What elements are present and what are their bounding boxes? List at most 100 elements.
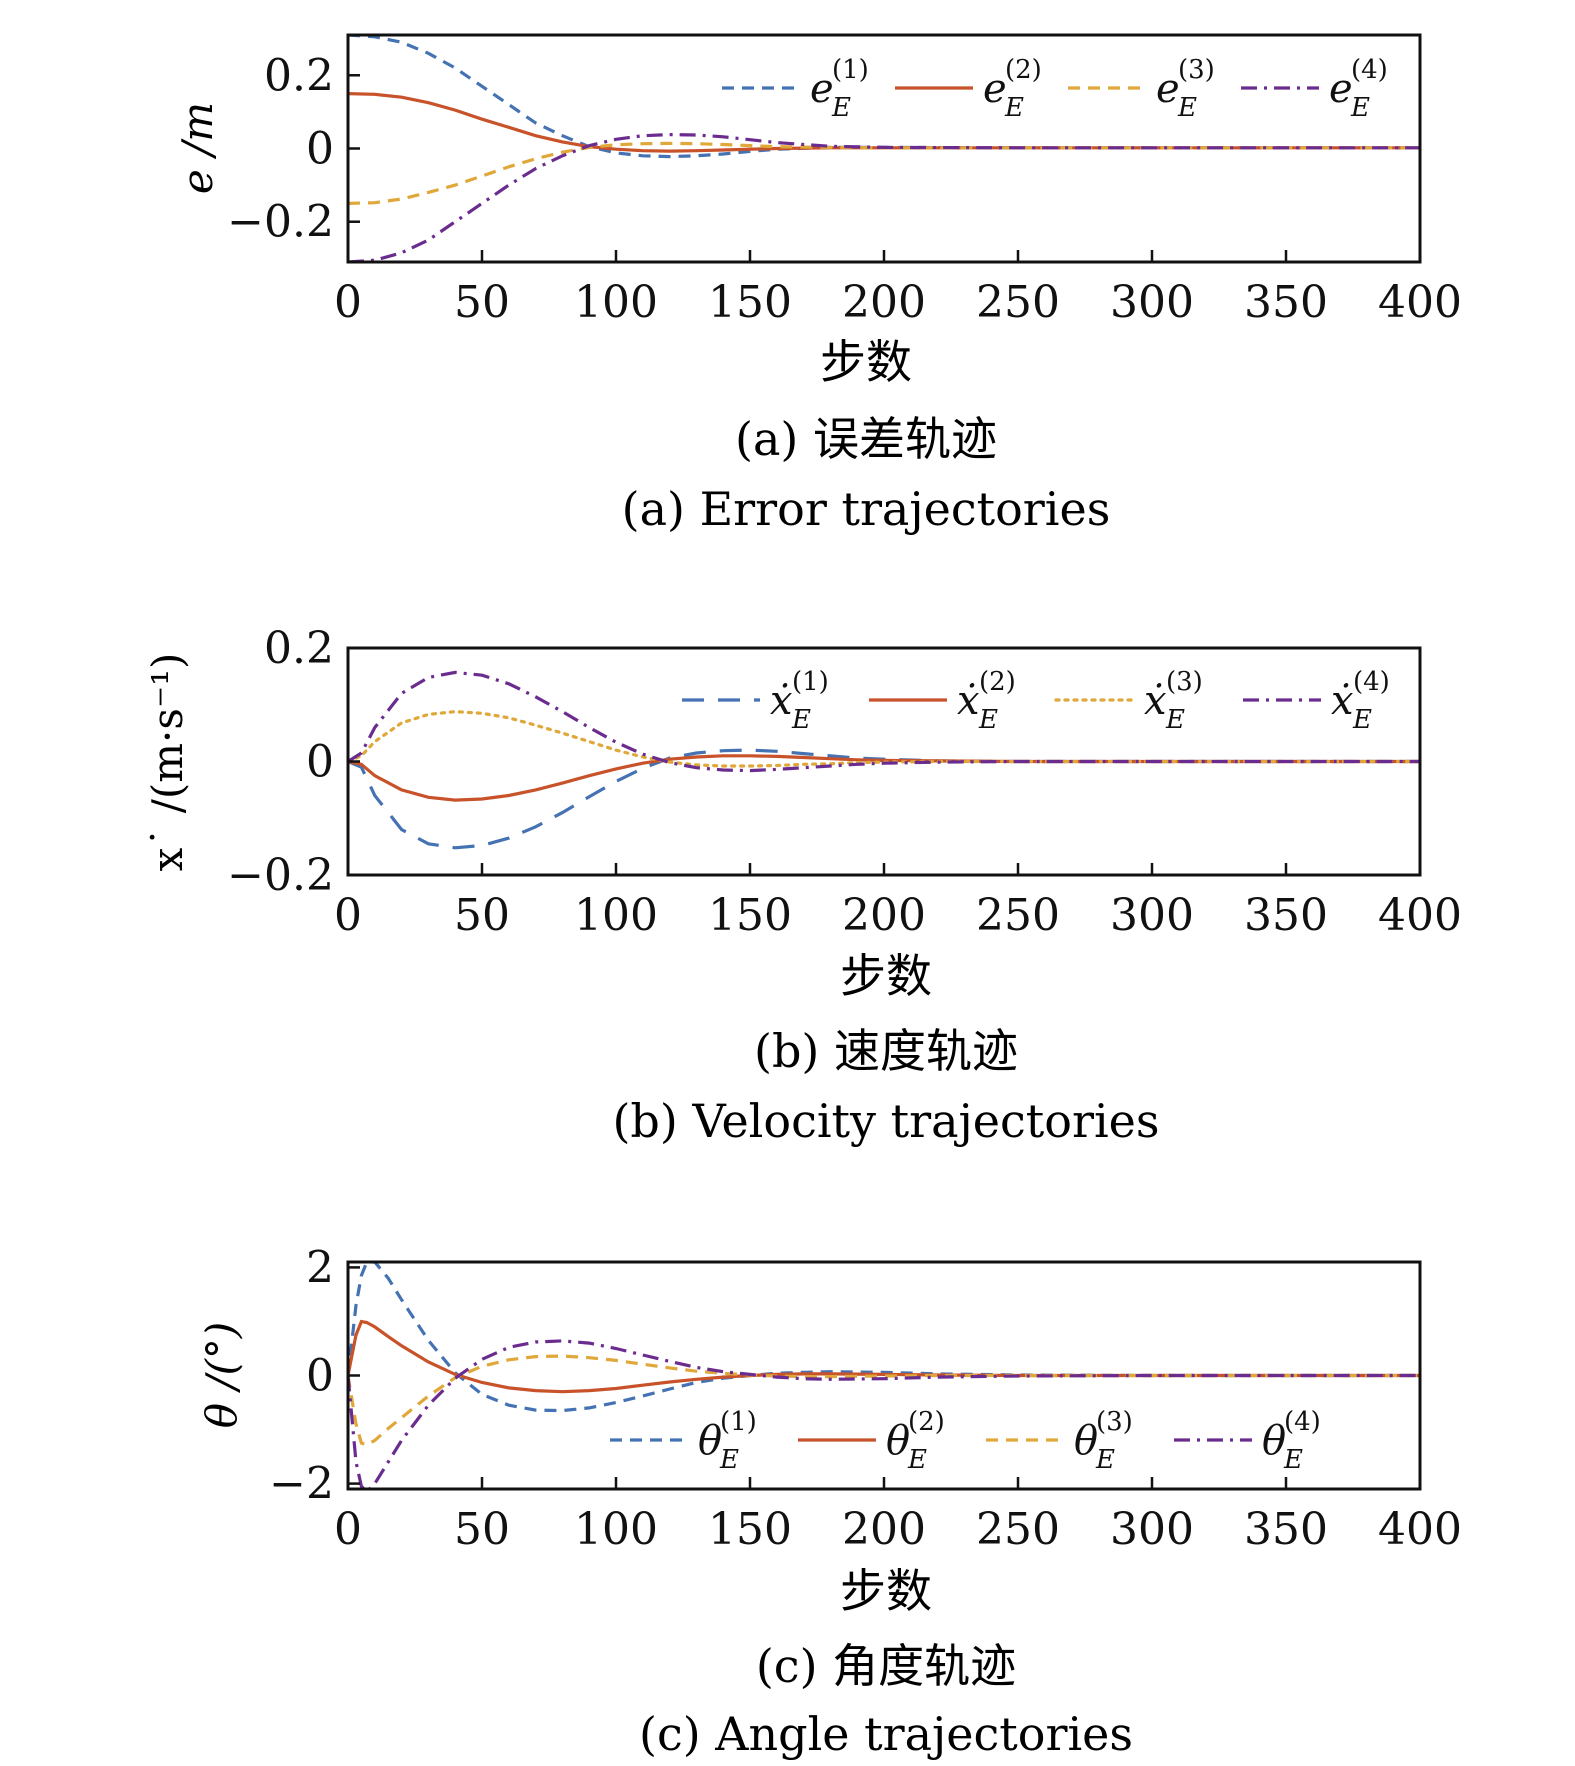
panel-a-legend-sub: E (1350, 93, 1370, 123)
panel-b-legend: ẋ (1)E ẋ (2)E ẋ (3)E ẋ (4)E (682, 667, 1390, 735)
panel-c-legend-sub: E (1283, 1445, 1303, 1475)
panel-c-caption-cn: (c) 角度轨迹 (756, 1639, 1016, 1693)
panel-c-ylabel: θ /(°) (197, 1322, 246, 1429)
panel-b-legend-sub: E (1352, 705, 1372, 735)
panel-a-xtick-label: 50 (454, 277, 510, 328)
panel-c-caption-en: (c) Angle trajectories (639, 1707, 1133, 1761)
panel-b-legend-symbol: ẋ (1144, 678, 1167, 724)
panel-a-legend-symbol: e (1329, 66, 1353, 112)
panel-a-xtick-label: 200 (842, 277, 926, 328)
panel-b-xtick-label: 200 (842, 890, 926, 941)
panel-a-series (348, 35, 1420, 262)
panel-b-caption-cn: (b) 速度轨迹 (754, 1024, 1018, 1078)
panel-c-legend-symbol: θ (698, 1418, 722, 1464)
panel-a-series-2-line (348, 92, 1420, 153)
panel-b-legend-sup: (1) (792, 667, 829, 697)
panel-c-legend-sub: E (907, 1445, 927, 1475)
panel-a-legend-symbol: e (810, 66, 834, 112)
panel-a-yticks: 0.2 0 −0.2 (227, 50, 360, 248)
panel-a-legend-sub: E (831, 93, 851, 123)
panel-a-legend-symbol: e (1156, 66, 1180, 112)
panel-b-yticks: 0.2 0 −0.2 (227, 623, 360, 901)
panel-c-legend-symbol: θ (886, 1418, 910, 1464)
panel-a-legend: e(1)E e(2)E e(3)E e(4)E (722, 55, 1388, 123)
panel-c-legend-sub: E (719, 1445, 739, 1475)
panel-b-xtick-label: 350 (1244, 890, 1328, 941)
panel-a-legend-item-3: e(3) E (1068, 55, 1215, 123)
panel-c-xtick-label: 50 (454, 1504, 510, 1555)
panel-c-xticks: 0 50 100 150 200 250 300 350 400 (334, 1477, 1462, 1555)
panel-b-xtick-label: 50 (454, 890, 510, 941)
panel-a-xtick-label: 250 (976, 277, 1060, 328)
panel-a-series-3-line (348, 141, 1420, 205)
panel-a-ytick-label: 0.2 (264, 50, 334, 101)
panel-b-xticks: 0 50 100 150 200 250 300 350 400 (334, 863, 1462, 941)
panel-a-xlabel: 步数 (820, 335, 912, 389)
panel-c-series (348, 1262, 1420, 1489)
panel-b-legend-sup: (4) (1353, 667, 1390, 697)
panel-c-legend-item-4: θ(4) E (1174, 1407, 1321, 1475)
panel-c-legend-symbol: θ (1262, 1418, 1286, 1464)
panel-a-legend-sub: E (1004, 93, 1024, 123)
panel-c-series-4-line (348, 1339, 1420, 1489)
panel-a-xtick-label: 100 (574, 277, 658, 328)
panel-a-caption-en: (a) Error trajectories (622, 482, 1111, 536)
panel-b: 0 50 100 150 200 250 300 350 400 0.20−0.2 x˙ /(m… (143, 623, 1462, 1148)
panel-a: 0 50 100 150 200 250 300 350 400 0.20−0.2 e /m 步… (173, 33, 1462, 536)
panel-c-xtick-label: 350 (1244, 1504, 1328, 1555)
panel-c-ytick-label: −2 (269, 1459, 334, 1510)
panel-b-legend-item-2: ẋ (2) E (869, 667, 1016, 735)
panel-c-series-1-line (348, 1262, 1420, 1413)
panel-c-legend-sup: (1) (720, 1407, 757, 1437)
panel-b-legend-sub: E (1165, 705, 1185, 735)
panel-c-series-3-line (348, 1354, 1420, 1447)
panel-c-legend-item-2: θ(2) E (798, 1407, 945, 1475)
panel-b-legend-sup: (3) (1166, 667, 1203, 697)
panel-a-legend-item-4: e(4) E (1241, 55, 1388, 123)
panel-c-legend: θ(1)E θ(2)E θ(3)E θ(4)E (610, 1407, 1321, 1475)
panel-a-xtick-label: 350 (1244, 277, 1328, 328)
panel-c-xtick-label: 300 (1110, 1504, 1194, 1555)
panel-b-xtick-label: 250 (976, 890, 1060, 941)
panel-a-xtick-label: 150 (708, 277, 792, 328)
panel-c-series-2-line (348, 1319, 1420, 1394)
panel-c-legend-symbol: θ (1074, 1418, 1098, 1464)
panel-b-caption-en: (b) Velocity trajectories (612, 1094, 1159, 1148)
panel-a-legend-sub: E (1177, 93, 1197, 123)
panel-c-legend-item-3: θ(3) E (986, 1407, 1133, 1475)
panel-c-yticks: 2 0 −2 (269, 1242, 360, 1510)
panel-c-xtick-label: 100 (574, 1504, 658, 1555)
panel-b-legend-sup: (2) (979, 667, 1016, 697)
panel-a-ytick-label: 0 (306, 124, 334, 175)
panel-a-xtick-label: 0 (334, 277, 362, 328)
panel-a-legend-sup: (2) (1005, 55, 1042, 85)
panel-b-legend-sub: E (791, 705, 811, 735)
panel-a-legend-item-1: e(1) E (722, 55, 869, 123)
panel-a-ytick-label: −0.2 (227, 197, 334, 248)
panel-a-legend-sup: (3) (1178, 55, 1215, 85)
panel-a-xtick-label: 400 (1378, 277, 1462, 328)
panel-a-legend-symbol: e (983, 66, 1007, 112)
panel-c: 0 50 100 150 200 250 300 350 400 20−2 θ /(°) 步数 … (197, 1242, 1462, 1761)
panel-b-series (348, 670, 1420, 850)
panel-c-ytick-label: 2 (306, 1242, 334, 1293)
panel-b-legend-symbol: ẋ (1331, 678, 1354, 724)
panel-a-legend-sup: (1) (832, 55, 869, 85)
panel-b-ytick-label: 0 (306, 737, 334, 788)
panel-c-legend-sup: (2) (908, 1407, 945, 1437)
panel-b-xlabel: 步数 (840, 949, 932, 1003)
panel-b-legend-item-4: ẋ (4) E (1243, 667, 1390, 735)
panel-a-xticks: 0 50 100 150 200 250 300 350 400 (334, 250, 1462, 328)
panel-a-caption-cn: (a) 误差轨迹 (735, 412, 997, 466)
panel-a-legend-sup: (4) (1351, 55, 1388, 85)
panel-c-xlabel: 步数 (840, 1564, 932, 1618)
panel-c-legend-item-1: θ(1) E (610, 1407, 757, 1475)
panel-c-xtick-label: 200 (842, 1504, 926, 1555)
panel-b-legend-item-1: ẋ (1) E (682, 667, 829, 735)
panel-b-xtick-label: 300 (1110, 890, 1194, 941)
panel-b-xtick-label: 400 (1378, 890, 1462, 941)
panel-a-xtick-label: 300 (1110, 277, 1194, 328)
panel-c-legend-sub: E (1095, 1445, 1115, 1475)
panel-c-xtick-label: 0 (334, 1504, 362, 1555)
panel-b-xtick-label: 0 (334, 890, 362, 941)
